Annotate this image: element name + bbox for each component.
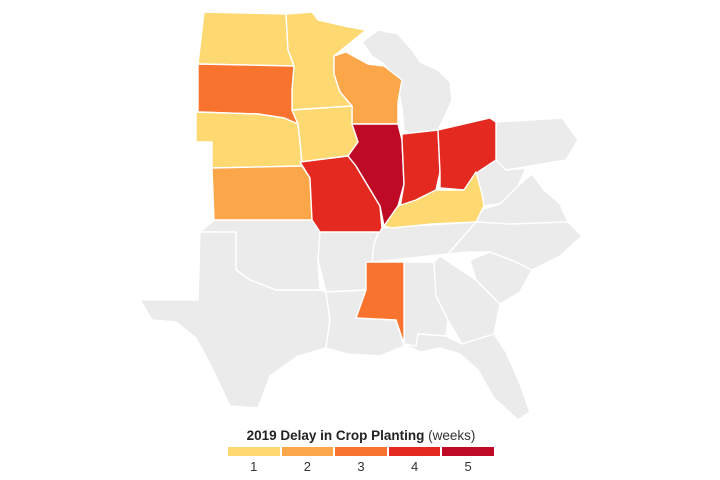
state-mississippi (355, 261, 405, 345)
legend-swatches (228, 447, 494, 456)
legend-tick-4: 4 (410, 459, 419, 474)
legend-title-text: 2019 Delay in Crop Planting (246, 428, 425, 443)
legend-swatch-5 (442, 447, 494, 456)
legend-title: 2019 Delay in Crop Planting (weeks) (228, 428, 494, 443)
legend-swatch-3 (335, 447, 387, 456)
legend-tick-2: 2 (303, 459, 311, 474)
legend-tick-3: 3 (357, 459, 365, 474)
legend-ticks: 1 2 3 4 5 (228, 459, 494, 474)
state-florida (403, 333, 531, 420)
state-ohio (437, 117, 497, 191)
legend: 2019 Delay in Crop Planting (weeks) 1 2 … (228, 428, 494, 474)
legend-swatch-2 (281, 447, 334, 456)
state-iowa (291, 105, 359, 163)
legend-tick-1: 1 (250, 459, 258, 474)
state-nebraska (195, 111, 303, 169)
legend-swatch-4 (388, 447, 441, 456)
state-texas (139, 231, 331, 409)
state-north-dakota (197, 11, 295, 67)
legend-unit: (weeks) (428, 428, 476, 443)
state-wisconsin (333, 51, 403, 125)
state-kentucky (383, 171, 485, 229)
legend-swatch-1 (228, 447, 280, 456)
state-kansas (211, 165, 313, 221)
crop-delay-map (139, 11, 583, 420)
legend-tick-5: 5 (464, 459, 472, 474)
state-pennsylvania (495, 117, 579, 171)
state-north-carolina (447, 221, 583, 271)
